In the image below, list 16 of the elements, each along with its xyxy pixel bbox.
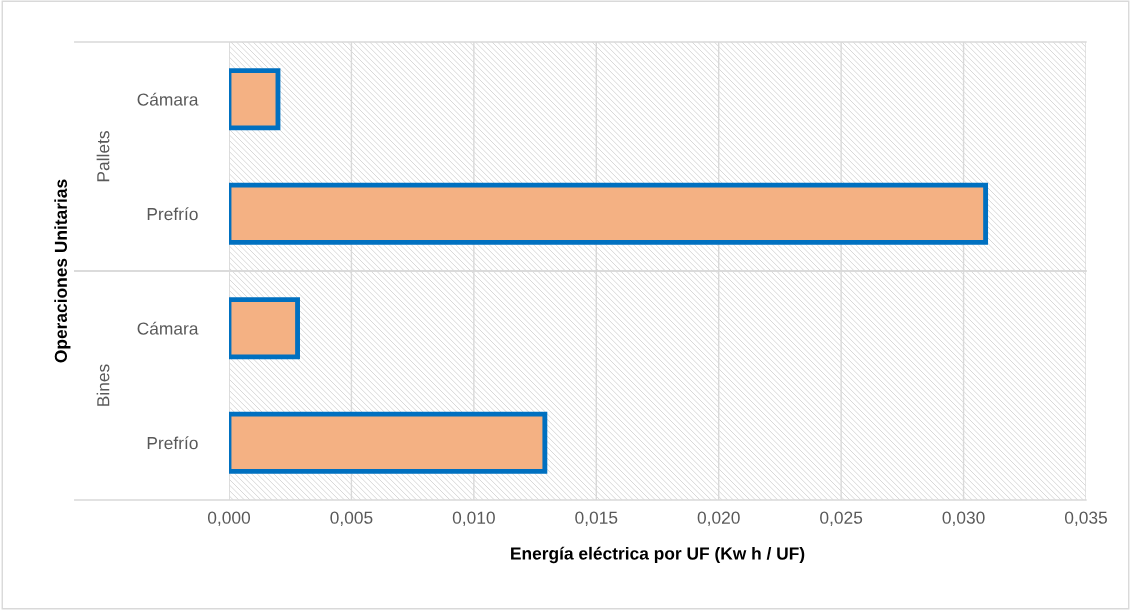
text: Bines — [96, 364, 110, 406]
x-tick-label: 0,030 — [942, 511, 985, 526]
x-tick-label: 0,020 — [697, 511, 740, 526]
x-tick-label: 0,025 — [820, 511, 863, 526]
x-tick-label: 0,035 — [1064, 511, 1107, 526]
y-tick-label: Prefrío — [147, 207, 198, 221]
y-axis-title: Operaciones Unitarias — [54, 179, 71, 363]
y-tick-label: Cámara — [137, 92, 199, 106]
y-tick-label: Cámara — [137, 321, 199, 335]
x-axis-title: Energía eléctrica por UF (Kw h / UF) — [511, 546, 805, 564]
text: Pallets — [96, 131, 110, 182]
x-tick-label: 0,000 — [207, 511, 251, 526]
x-tick-label: 0,010 — [452, 511, 495, 526]
x-tick-label: 0,005 — [330, 511, 373, 526]
y-tick-label: Prefrío — [147, 436, 198, 450]
x-tick-label: 0,015 — [575, 511, 618, 526]
